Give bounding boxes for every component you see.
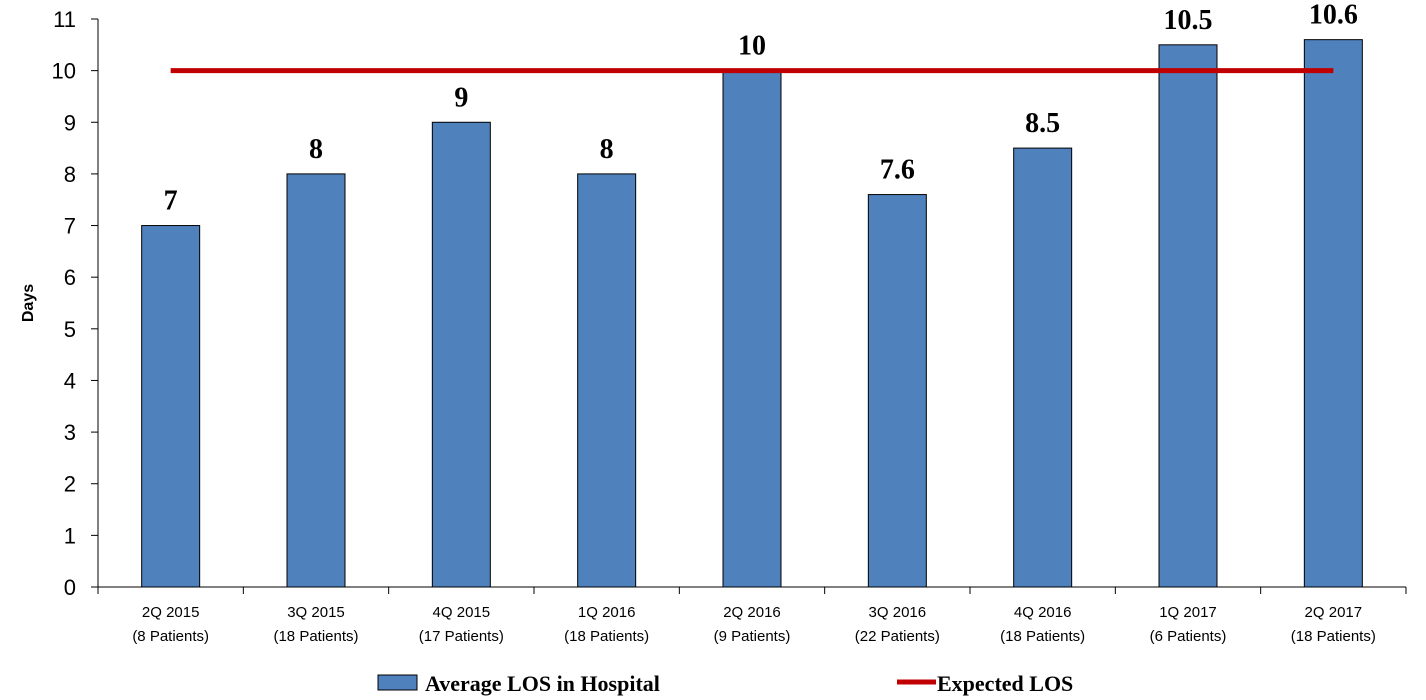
y-tick-label: 3: [64, 420, 76, 445]
x-tick-sublabel: (18 Patients): [273, 628, 358, 645]
y-tick-label: 11: [53, 7, 76, 32]
data-label: 10.5: [1164, 5, 1213, 36]
data-label: 7.6: [880, 155, 915, 186]
bar: [867, 194, 927, 588]
y-tick-label: 10: [52, 59, 76, 84]
bar: [431, 121, 491, 588]
data-label: 7: [164, 186, 178, 217]
x-tick-sublabel: (18 Patients): [564, 628, 649, 645]
x-tick-sublabel: (8 Patients): [132, 628, 209, 645]
x-tick-sublabel: (18 Patients): [1291, 628, 1376, 645]
data-label: 10.6: [1309, 0, 1358, 31]
bar: [141, 225, 201, 588]
data-label: 8: [309, 134, 323, 165]
bar: [1158, 44, 1218, 588]
y-tick-label: 0: [64, 575, 76, 600]
x-tick-label: 1Q 2017: [1159, 604, 1217, 621]
data-label: 8: [600, 134, 614, 165]
x-tick-sublabel: (18 Patients): [1000, 628, 1085, 645]
y-tick-label: 6: [64, 265, 76, 290]
bar: [722, 70, 782, 588]
y-axis-title: Days: [20, 284, 37, 322]
x-tick-sublabel: (17 Patients): [419, 628, 504, 645]
axes: 0 1 2 3 4 5 6 7 8 9 10 11 2Q 2015 (8 Patients) 3Q 2015…: [20, 7, 1407, 645]
x-tick-sublabel: (6 Patients): [1150, 628, 1227, 645]
y-tick-label: 9: [64, 110, 76, 135]
y-tick-label: 4: [64, 368, 76, 393]
x-tick-label: 2Q 2015: [142, 604, 200, 621]
y-tick-label: 5: [64, 317, 76, 342]
y-tick-label: 7: [64, 214, 76, 239]
x-tick-label: 3Q 2016: [869, 604, 927, 621]
data-label: 9: [454, 82, 468, 113]
bar-series: [141, 39, 1363, 588]
y-tick-label: 2: [64, 472, 76, 497]
bar: [1303, 39, 1363, 588]
y-tick-label: 8: [64, 162, 76, 187]
bar: [577, 173, 637, 588]
x-tick-label: 2Q 2016: [723, 604, 781, 621]
bar: [286, 173, 346, 588]
x-tick-label: 2Q 2017: [1305, 604, 1363, 621]
bar: [1013, 147, 1073, 588]
data-labels: 7 8 9 8 10 7.6 8.5 10.5 10.6: [164, 0, 1358, 217]
legend: Average LOS in Hospital Expected LOS: [377, 671, 1073, 696]
legend-swatch-bar: [377, 674, 418, 691]
x-tick-label: 4Q 2016: [1014, 604, 1072, 621]
x-tick-sublabel: (9 Patients): [714, 628, 791, 645]
legend-label: Expected LOS: [937, 671, 1073, 696]
legend-label: Average LOS in Hospital: [425, 671, 660, 696]
data-label: 10: [738, 31, 766, 62]
x-tick-label: 4Q 2015: [433, 604, 491, 621]
data-label: 8.5: [1025, 108, 1060, 139]
x-tick-sublabel: (22 Patients): [855, 628, 940, 645]
y-tick-label: 1: [64, 523, 76, 548]
x-tick-label: 1Q 2016: [578, 604, 636, 621]
x-tick-label: 3Q 2015: [287, 604, 345, 621]
